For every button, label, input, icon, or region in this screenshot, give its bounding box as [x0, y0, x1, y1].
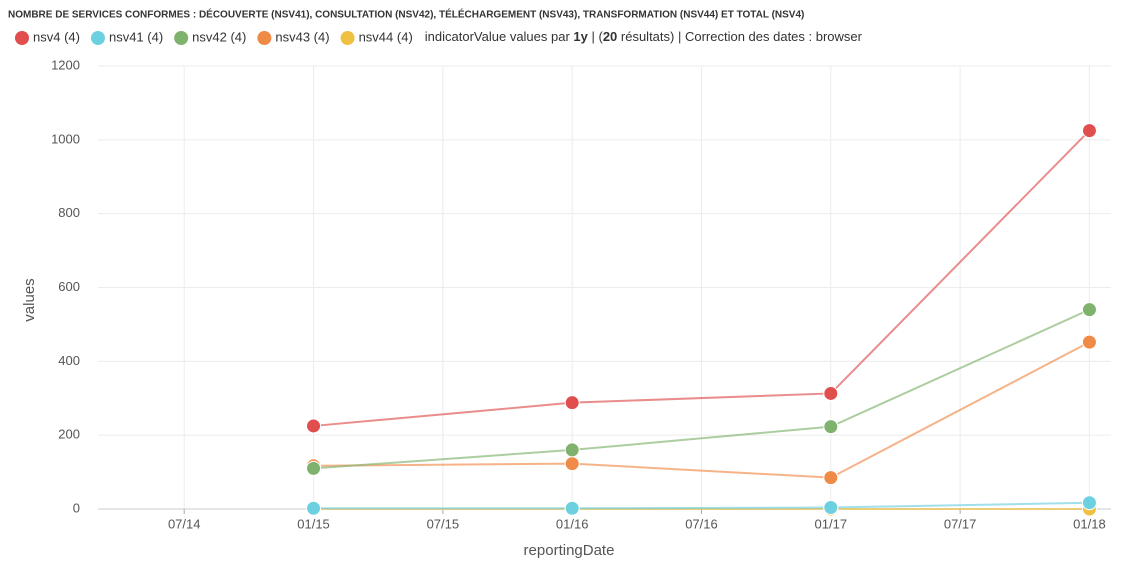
data-point: [823, 470, 839, 486]
y-tick-label: 1200: [51, 57, 80, 72]
data-point: [1081, 123, 1097, 139]
data-point: [564, 456, 580, 472]
series-line: [313, 308, 1090, 470]
data-point: [1081, 302, 1097, 318]
legend-marker: [15, 31, 29, 45]
x-tick-label: 01/18: [1073, 516, 1106, 531]
y-tick-label: 200: [58, 427, 80, 442]
data-point: [564, 395, 580, 411]
y-tick-label: 400: [58, 353, 80, 368]
data-point: [306, 418, 322, 434]
y-axis-label: values: [21, 278, 38, 321]
data-point: [823, 419, 839, 435]
series-line: [313, 501, 1090, 510]
x-tick-label: 01/15: [297, 516, 330, 531]
x-tick-label: 07/17: [944, 516, 977, 531]
legend-marker: [174, 31, 189, 45]
data-point: [823, 385, 839, 401]
y-tick-label: 0: [73, 500, 80, 515]
legend-marker: [340, 31, 355, 45]
subtitle-part: | (: [588, 29, 604, 44]
legend-label[interactable]: nsv4 (4): [33, 29, 80, 44]
y-tick-label: 800: [58, 205, 80, 220]
legend-info: indicatorValue values par 1y | (20 résul…: [425, 29, 863, 44]
legend-label[interactable]: nsv41 (4): [109, 29, 163, 44]
subtitle-part: indicatorValue values par: [425, 29, 574, 44]
legend-label[interactable]: nsv44 (4): [359, 29, 413, 44]
y-tick-label: 1000: [51, 131, 80, 146]
x-axis-label: reportingDate: [524, 542, 615, 559]
legend-label[interactable]: nsv43 (4): [275, 29, 329, 44]
x-tick-label: 07/14: [168, 516, 201, 531]
x-tick-label: 01/17: [815, 516, 848, 531]
subtitle-part: 1y: [573, 29, 588, 44]
data-point: [564, 500, 580, 516]
legend-marker: [90, 31, 105, 45]
data-point: [306, 460, 322, 476]
chart-title: NOMBRE DE SERVICES CONFORMES : DÉCOUVERT…: [8, 8, 804, 21]
data-point: [1081, 334, 1097, 350]
legend-marker: [257, 31, 272, 45]
legend-label[interactable]: nsv42 (4): [192, 29, 246, 44]
x-tick-label: 01/16: [556, 516, 589, 531]
data-point: [1081, 495, 1097, 511]
data-point: [823, 500, 839, 516]
x-tick-label: 07/15: [427, 516, 460, 531]
data-point: [564, 442, 580, 458]
series-line: [313, 129, 1091, 427]
data-point: [306, 500, 322, 516]
subtitle-part: résultats) | Correction des dates : brow…: [617, 29, 862, 44]
series-line: [313, 341, 1090, 479]
subtitle-part: 20: [603, 29, 617, 44]
y-tick-label: 600: [58, 279, 80, 294]
x-tick-label: 07/16: [685, 516, 718, 531]
